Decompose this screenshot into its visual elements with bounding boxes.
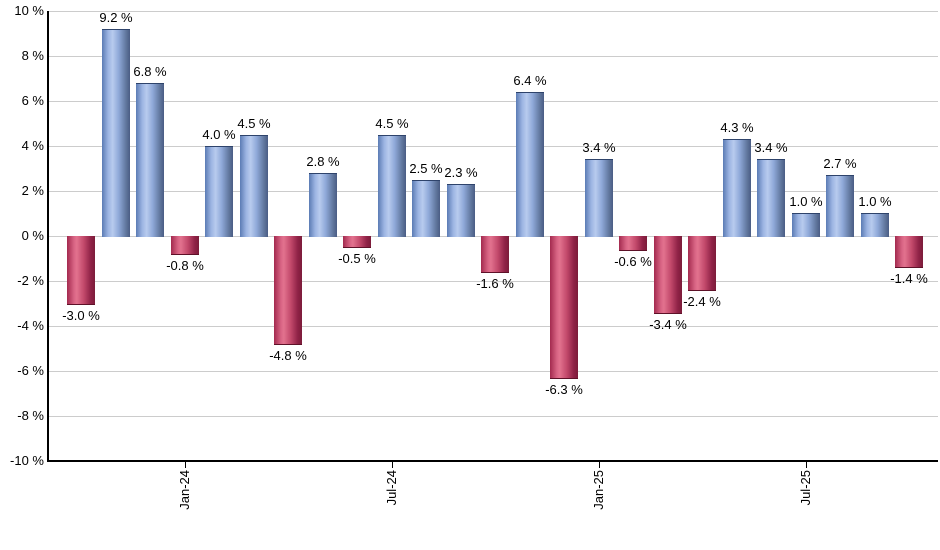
x-axis-tick <box>599 462 600 468</box>
bar-value-label: 2.5 % <box>409 161 443 176</box>
x-axis-tick-label-text: Jan-24 <box>177 470 192 510</box>
x-axis-tick <box>392 462 393 468</box>
bar-value-label: 4.5 % <box>237 116 271 131</box>
bar-value-label: -2.4 % <box>683 294 721 309</box>
x-axis-tick-label: Jul-25 <box>798 469 814 529</box>
gridline--2pct <box>48 281 938 282</box>
y-axis-tick-label: 4 % <box>21 138 44 153</box>
bar-value-label: 4.5 % <box>375 116 409 131</box>
bar <box>481 236 509 273</box>
bar-value-label: 1.0 % <box>858 194 892 209</box>
gridline--8pct <box>48 416 938 417</box>
bar <box>688 236 716 291</box>
x-axis-tick <box>806 462 807 468</box>
y-axis-tick-label: 6 % <box>21 93 44 108</box>
bar <box>895 236 923 268</box>
bar-value-label: 1.0 % <box>789 194 823 209</box>
gridline-6pct <box>48 101 938 102</box>
bar-value-label: -0.8 % <box>166 258 204 273</box>
bar <box>654 236 682 314</box>
bar-value-label: -0.6 % <box>614 254 652 269</box>
bar <box>205 146 233 237</box>
bar-value-label: 3.4 % <box>754 140 788 155</box>
bar-value-label: 9.2 % <box>99 10 133 25</box>
bar <box>102 29 130 237</box>
bar-value-label: -1.4 % <box>890 271 928 286</box>
y-axis-tick-label: -4 % <box>17 318 44 333</box>
bar-value-label: -0.5 % <box>338 251 376 266</box>
y-axis-tick-label: -6 % <box>17 363 44 378</box>
y-axis-tick-label: -10 % <box>10 453 44 468</box>
x-axis-tick-label: Jul-24 <box>384 469 400 529</box>
bar-value-label: -3.4 % <box>649 317 687 332</box>
bar <box>412 180 440 237</box>
x-axis-tick-label: Jan-25 <box>591 469 607 529</box>
bar <box>447 184 475 237</box>
bar-value-label: 6.8 % <box>133 64 167 79</box>
x-axis-tick <box>185 462 186 468</box>
x-axis-tick-label: Jan-24 <box>177 469 193 529</box>
bar <box>516 92 544 237</box>
bar <box>550 236 578 379</box>
bar <box>619 236 647 251</box>
gridline-10pct <box>48 11 938 12</box>
gridline--4pct <box>48 326 938 327</box>
bar <box>309 173 337 237</box>
bar-value-label: 4.0 % <box>202 127 236 142</box>
x-axis-tick-label-text: Jan-25 <box>591 470 606 510</box>
bar <box>826 175 854 237</box>
bar-value-label: -1.6 % <box>476 276 514 291</box>
gridline--6pct <box>48 371 938 372</box>
y-axis-tick-label: -2 % <box>17 273 44 288</box>
bar-value-label: 2.8 % <box>306 154 340 169</box>
bar-value-label: 6.4 % <box>513 73 547 88</box>
bar-value-label: 4.3 % <box>720 120 754 135</box>
x-axis-tick-label-text: Jul-24 <box>384 470 399 506</box>
gridline-4pct <box>48 146 938 147</box>
x-axis-tick-label-text: Jul-25 <box>798 470 813 506</box>
bar <box>240 135 268 237</box>
y-axis-tick-label: 2 % <box>21 183 44 198</box>
y-axis-tick-label: -8 % <box>17 408 44 423</box>
bar <box>67 236 95 305</box>
bar-value-label: -3.0 % <box>62 308 100 323</box>
bar <box>792 213 820 237</box>
bar-value-label: 2.3 % <box>444 165 478 180</box>
bar <box>861 213 889 237</box>
y-axis-tick-label: 10 % <box>14 3 44 18</box>
bar-value-label: 2.7 % <box>823 156 857 171</box>
bar <box>136 83 164 237</box>
bar <box>585 159 613 237</box>
y-axis-tick-label: 0 % <box>21 228 44 243</box>
y-axis-line <box>47 11 49 462</box>
bar-value-label: -4.8 % <box>269 348 307 363</box>
bar <box>378 135 406 237</box>
gridline-8pct <box>48 56 938 57</box>
bar <box>757 159 785 237</box>
bar <box>171 236 199 255</box>
bar <box>343 236 371 248</box>
bar-value-label: 3.4 % <box>582 140 616 155</box>
gridline-2pct <box>48 191 938 192</box>
bar <box>723 139 751 237</box>
bar-value-label: -6.3 % <box>545 382 583 397</box>
x-axis-line <box>47 460 938 462</box>
bar <box>274 236 302 345</box>
y-axis-tick-label: 8 % <box>21 48 44 63</box>
